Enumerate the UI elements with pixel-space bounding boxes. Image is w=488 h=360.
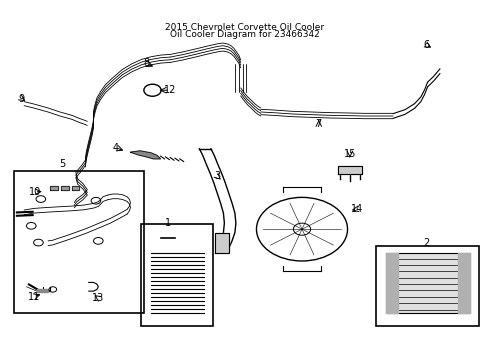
Text: 10: 10: [28, 187, 41, 197]
Polygon shape: [71, 186, 79, 190]
Text: Oil Cooler Diagram for 23466342: Oil Cooler Diagram for 23466342: [169, 30, 319, 39]
Polygon shape: [38, 289, 48, 292]
Text: 14: 14: [350, 204, 363, 214]
Polygon shape: [337, 166, 361, 174]
Text: 2: 2: [423, 238, 429, 248]
Polygon shape: [130, 151, 160, 159]
Text: 7: 7: [315, 119, 321, 129]
Text: 1: 1: [164, 218, 170, 228]
Bar: [14, 171, 143, 313]
Text: 13: 13: [92, 293, 104, 303]
Polygon shape: [385, 253, 397, 313]
Bar: [376, 246, 478, 326]
Text: 12: 12: [163, 85, 176, 95]
Bar: [385, 253, 469, 313]
Polygon shape: [61, 186, 68, 190]
Bar: [141, 224, 213, 326]
Text: 6: 6: [423, 40, 429, 50]
Text: 3: 3: [214, 171, 220, 181]
Polygon shape: [50, 186, 58, 190]
Text: 8: 8: [143, 58, 149, 68]
Text: 11: 11: [27, 292, 40, 302]
Text: 9: 9: [19, 94, 25, 104]
Text: 5: 5: [59, 159, 65, 169]
Text: 15: 15: [343, 149, 355, 159]
Text: 4: 4: [113, 143, 119, 153]
Text: 2015 Chevrolet Corvette Oil Cooler: 2015 Chevrolet Corvette Oil Cooler: [164, 23, 324, 32]
Polygon shape: [457, 253, 469, 313]
Polygon shape: [214, 233, 229, 253]
